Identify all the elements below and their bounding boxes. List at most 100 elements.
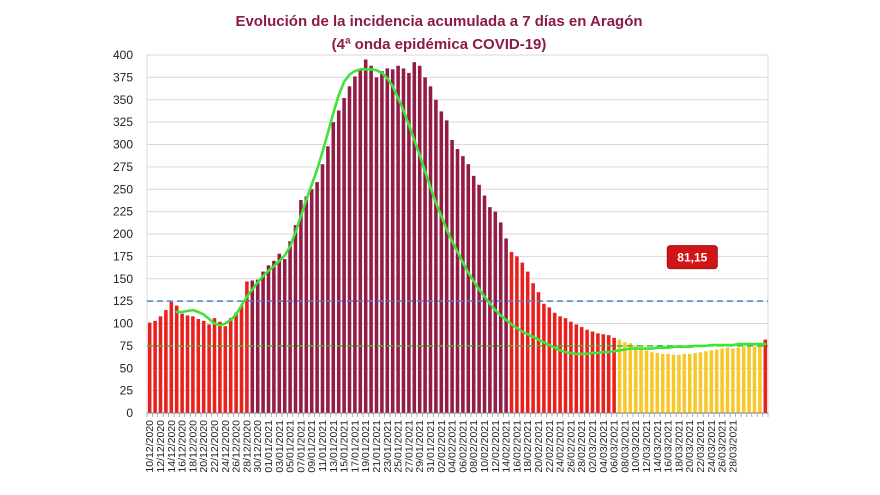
y-tick-label: 400 xyxy=(113,48,133,62)
x-tick-label: 20/12/2020 xyxy=(198,420,210,473)
bar xyxy=(482,195,487,413)
bar xyxy=(228,318,233,413)
bar xyxy=(725,347,730,413)
bar xyxy=(477,184,481,413)
bar xyxy=(471,175,476,413)
bar xyxy=(272,260,276,413)
bar xyxy=(342,97,346,414)
value-annotation: 81,15 xyxy=(666,245,718,270)
y-axis-tick-labels: 0 25 50 75 100 125 150 175 200 225 250 275 300 325 350… xyxy=(113,48,133,420)
bar xyxy=(520,262,525,413)
x-tick-label: 20/03/2021 xyxy=(684,420,696,473)
bar xyxy=(390,69,395,413)
y-tick-label: 125 xyxy=(113,294,133,308)
bar xyxy=(439,111,444,413)
x-tick-label: 03/01/2021 xyxy=(274,420,286,473)
bar xyxy=(650,352,654,413)
bar xyxy=(731,348,735,413)
x-tick-label: 10/03/2021 xyxy=(630,420,642,473)
x-tick-label: 17/01/2021 xyxy=(349,420,361,473)
bar xyxy=(218,321,222,413)
bar xyxy=(444,120,449,414)
bar xyxy=(660,353,665,413)
bar xyxy=(763,339,768,413)
x-tick-label: 26/02/2021 xyxy=(565,420,577,473)
bar-series xyxy=(147,59,768,414)
y-tick-label: 225 xyxy=(113,205,133,219)
bar xyxy=(180,313,184,413)
x-tick-label: 02/02/2021 xyxy=(436,420,448,473)
x-tick-label: 02/03/2021 xyxy=(587,420,599,473)
bar xyxy=(191,316,195,413)
bar xyxy=(455,148,460,413)
x-tick-label: 12/02/2021 xyxy=(490,420,502,473)
bar xyxy=(369,65,373,414)
bar xyxy=(293,225,298,413)
bar xyxy=(423,77,427,413)
bar xyxy=(601,334,606,413)
bar xyxy=(434,99,438,413)
chart-subtitle: (4ª onda epidémica COVID-19) xyxy=(332,36,547,53)
bar xyxy=(623,342,627,413)
x-tick-label: 11/01/2021 xyxy=(317,420,329,472)
bar xyxy=(466,164,471,413)
bar xyxy=(606,335,611,413)
x-tick-label: 15/01/2021 xyxy=(339,420,351,473)
x-tick-label: 16/03/2021 xyxy=(663,420,675,473)
bar xyxy=(671,354,676,413)
x-tick-label: 14/03/2021 xyxy=(652,420,664,473)
moving-average-line xyxy=(175,68,767,356)
bar xyxy=(687,353,692,413)
bar xyxy=(315,182,319,413)
x-tick-label: 22/12/2020 xyxy=(209,420,221,473)
bar xyxy=(331,122,336,413)
bar xyxy=(380,71,384,414)
x-tick-label: 21/01/2021 xyxy=(371,420,383,473)
bar xyxy=(617,339,622,413)
bar xyxy=(304,196,309,413)
bar xyxy=(741,346,746,413)
x-tick-label: 22/02/2021 xyxy=(544,420,556,473)
bar xyxy=(288,241,292,413)
x-axis xyxy=(146,412,769,417)
bar xyxy=(245,281,249,413)
x-tick-label: 28/12/2020 xyxy=(241,420,253,473)
x-axis-tick-labels: 10/12/202012/12/202014/12/202016/12/2020… xyxy=(144,420,739,473)
bar xyxy=(461,156,465,413)
bar xyxy=(752,346,757,413)
x-tick-label: 12/12/2020 xyxy=(155,420,167,473)
y-tick-label: 175 xyxy=(113,249,133,263)
bar xyxy=(747,345,751,413)
x-tick-label: 28/03/2021 xyxy=(727,420,739,473)
bar xyxy=(261,271,265,413)
bar xyxy=(655,353,660,413)
bar xyxy=(363,59,368,413)
x-tick-label: 12/03/2021 xyxy=(641,420,653,473)
bar xyxy=(396,65,400,414)
bar xyxy=(677,354,681,413)
bar xyxy=(709,350,714,413)
x-tick-label: 08/02/2021 xyxy=(468,420,480,473)
bar xyxy=(250,280,255,413)
x-tick-label: 04/03/2021 xyxy=(598,420,610,473)
bar xyxy=(374,77,379,413)
bar xyxy=(417,65,422,414)
x-tick-label: 13/01/2021 xyxy=(328,420,340,473)
x-tick-label: 28/02/2021 xyxy=(576,420,588,473)
y-tick-label: 375 xyxy=(113,70,133,84)
y-tick-label: 200 xyxy=(113,227,133,241)
x-tick-label: 22/03/2021 xyxy=(695,420,707,473)
bar xyxy=(450,140,454,413)
x-tick-label: 19/01/2021 xyxy=(360,420,372,473)
bar xyxy=(428,86,433,413)
y-tick-label: 300 xyxy=(113,138,133,152)
bar xyxy=(531,283,535,413)
y-tick-label: 275 xyxy=(113,160,133,174)
bar xyxy=(633,345,638,413)
bar xyxy=(569,321,573,413)
y-tick-label: 0 xyxy=(126,406,133,420)
bar xyxy=(234,312,238,413)
x-tick-label: 18/03/2021 xyxy=(673,420,685,473)
y-tick-label: 350 xyxy=(113,93,133,107)
